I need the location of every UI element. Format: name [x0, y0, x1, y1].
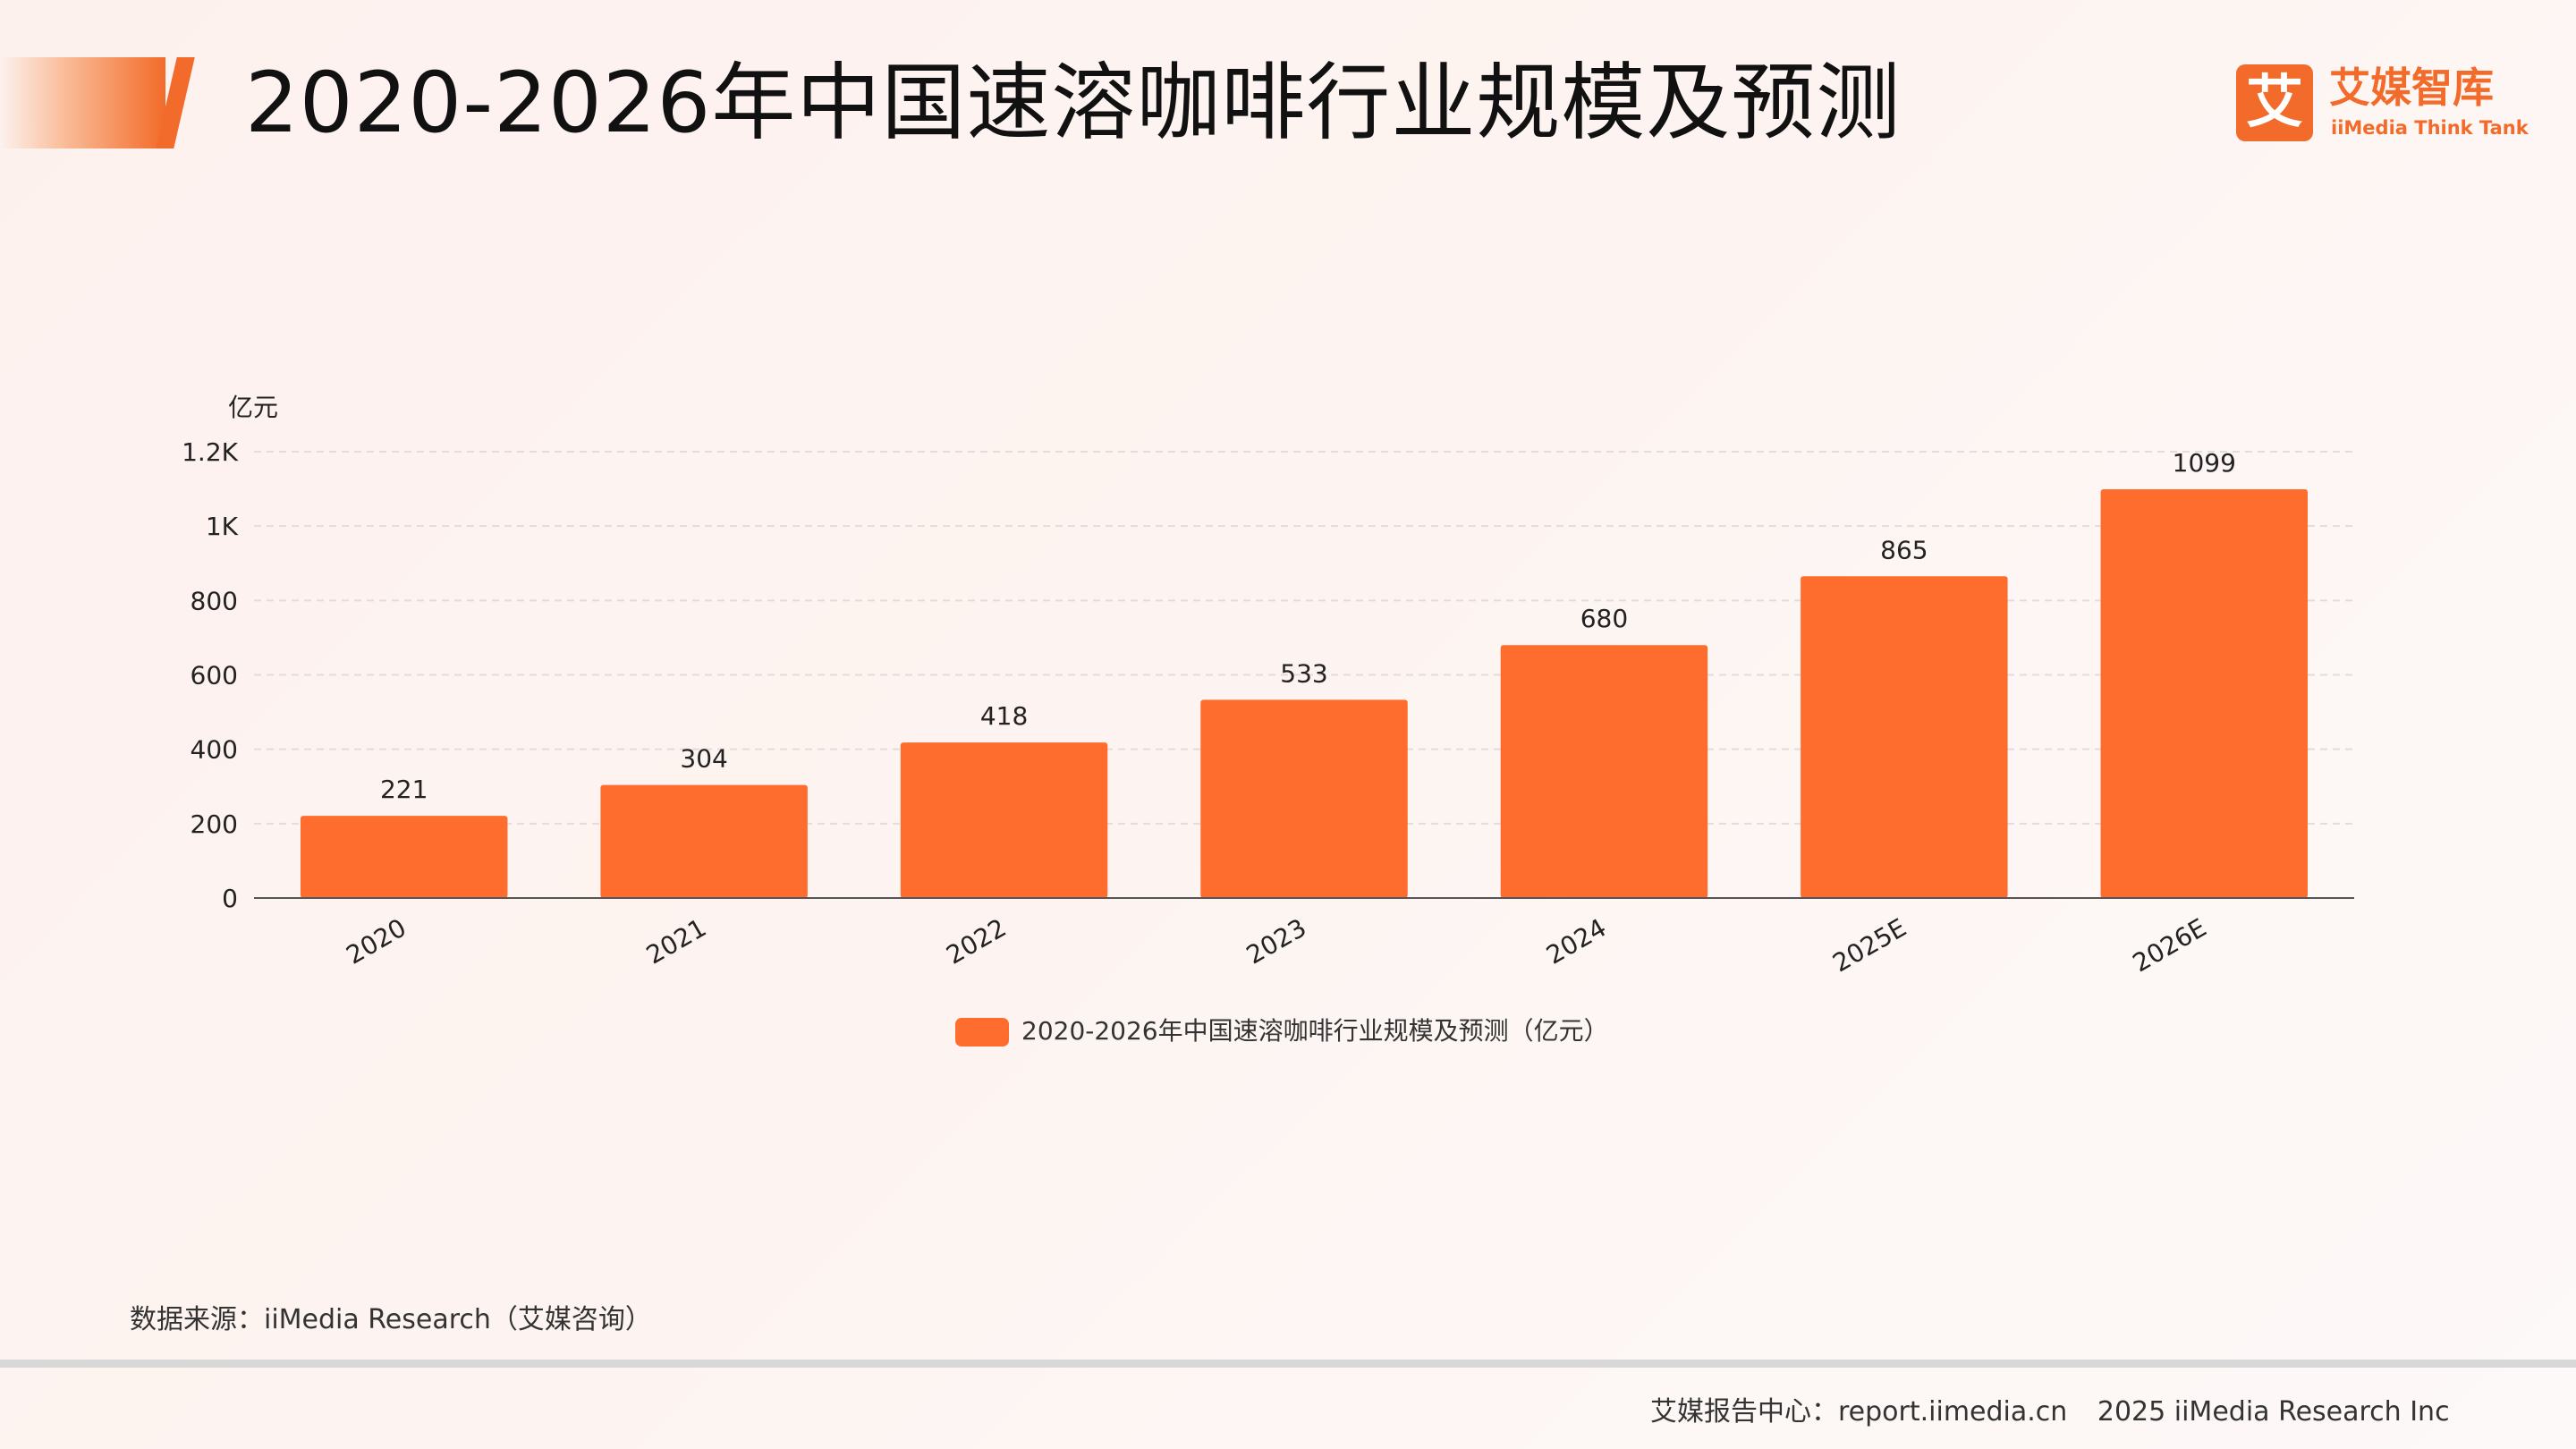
footer: 艾媒报告中心：report.iimedia.cn 2025 iiMedia Re…	[1650, 1389, 2450, 1428]
x-tick-label: 2023	[1241, 912, 1311, 970]
x-tick-label: 2024	[1541, 912, 1611, 970]
x-tick-label: 2026E	[2128, 912, 2212, 978]
legend-swatch	[955, 1018, 1009, 1046]
x-tick-label: 2020	[342, 912, 411, 970]
y-tick-label: 800	[191, 586, 238, 615]
y-tick-label: 1K	[206, 512, 239, 541]
data-label: 1099	[2173, 448, 2236, 478]
iimedia-logo-icon: 艾	[2236, 64, 2313, 141]
bar	[300, 816, 508, 898]
x-tick-label: 2025E	[1827, 912, 1911, 978]
bar	[2100, 488, 2309, 898]
y-tick-label: 400	[191, 735, 238, 765]
bar	[900, 742, 1108, 898]
y-tick-label: 1.2K	[182, 437, 239, 467]
data-labels: 221 304 418 533 680 865 1099	[380, 448, 2236, 804]
data-label: 418	[980, 701, 1028, 731]
bar	[1801, 576, 2008, 898]
logo-name-cn: 艾媒智库	[2329, 64, 2494, 112]
page-title: 2020-2026年中国速溶咖啡行业规模及预测	[245, 55, 1902, 152]
data-label: 533	[1280, 658, 1327, 688]
y-axis-unit-label: 亿元	[228, 393, 278, 422]
title-accent-bar	[0, 57, 165, 148]
data-source-note: 数据来源：iiMedia Research（艾媒咨询）	[130, 1304, 652, 1335]
data-label: 221	[380, 775, 428, 804]
data-label: 680	[1580, 604, 1628, 633]
data-label: 865	[1880, 535, 1928, 564]
copyright-text: 2025 iiMedia Research Inc	[2097, 1396, 2450, 1428]
footer-divider	[0, 1360, 2576, 1368]
bar	[1200, 699, 1408, 898]
y-axis-ticks: 0 200 400 600 800 1K 1.2K	[182, 437, 239, 913]
data-label: 304	[680, 744, 727, 774]
logo-name-en: iiMedia Think Tank	[2331, 117, 2529, 139]
x-tick-label: 2021	[641, 912, 711, 970]
legend-label: 2020-2026年中国速溶咖啡行业规模及预测（亿元）	[1021, 1016, 1609, 1046]
report-center-text: 艾媒报告中心：report.iimedia.cn	[1650, 1396, 2068, 1428]
y-tick-label: 0	[222, 884, 238, 913]
bars	[300, 488, 2309, 898]
x-axis-categories: 2020 2021 2022 2023 2024 2025E 2026E	[342, 912, 2212, 978]
bar	[1500, 645, 1708, 898]
y-tick-label: 600	[191, 661, 238, 691]
x-tick-label: 2022	[941, 912, 1011, 970]
brand-logo: 艾 艾媒智库 iiMedia Think Tank	[2236, 63, 2529, 145]
bar	[600, 784, 808, 898]
y-tick-label: 200	[191, 809, 238, 839]
